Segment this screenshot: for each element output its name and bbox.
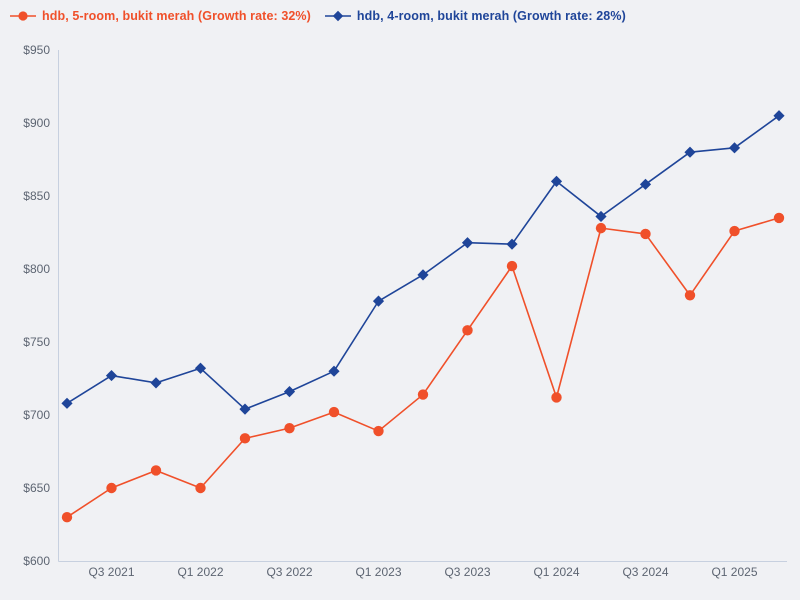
legend-item-5-room[interactable]: hdb, 5-room, bukit merah (Growth rate: 3… <box>10 9 311 23</box>
data-point-marker[interactable] <box>373 425 384 437</box>
x-tick-label: Q1 2023 <box>355 565 401 579</box>
data-point-marker[interactable] <box>372 295 385 307</box>
legend-label-4-room: hdb, 4-room, bukit merah (Growth rate: 2… <box>356 9 626 23</box>
data-point-marker[interactable] <box>328 406 340 418</box>
y-tick-label: $650 <box>23 481 50 495</box>
data-point-marker[interactable] <box>550 175 563 187</box>
data-point-marker[interactable] <box>417 269 429 281</box>
data-point-marker[interactable] <box>195 482 206 494</box>
data-point-marker[interactable] <box>640 228 651 240</box>
data-point-marker[interactable] <box>684 290 696 301</box>
data-point-marker[interactable] <box>506 238 518 250</box>
x-tick-label: Q3 2024 <box>622 565 668 579</box>
chart-legend: hdb, 5-room, bukit merah (Growth rate: 3… <box>10 9 626 23</box>
data-point-marker[interactable] <box>461 237 474 249</box>
y-tick-label: $900 <box>23 116 50 130</box>
x-tick-label: Q3 2021 <box>88 565 134 579</box>
y-tick-label: $600 <box>23 554 50 568</box>
y-tick-label: $800 <box>23 262 50 276</box>
x-tick-label: Q1 2022 <box>177 565 223 579</box>
x-tick-label: Q1 2024 <box>533 565 579 579</box>
circle-series-marker-icon <box>10 11 36 21</box>
data-point-marker[interactable] <box>239 403 251 415</box>
y-tick-label: $850 <box>23 189 50 203</box>
data-point-marker[interactable] <box>728 142 741 154</box>
x-tick-label: Q3 2023 <box>444 565 490 579</box>
data-point-marker[interactable] <box>328 365 340 377</box>
series-line <box>66 217 780 518</box>
legend-item-4-room[interactable]: hdb, 4-room, bukit merah (Growth rate: 2… <box>324 9 626 23</box>
series-line <box>66 115 780 410</box>
data-point-marker[interactable] <box>773 110 785 122</box>
data-point-marker[interactable] <box>417 389 429 400</box>
data-point-marker[interactable] <box>551 392 562 403</box>
data-point-marker[interactable] <box>595 210 607 223</box>
data-point-marker[interactable] <box>106 482 117 494</box>
x-tick-label: Q3 2022 <box>266 565 312 579</box>
data-point-marker[interactable] <box>639 178 652 190</box>
data-point-marker[interactable] <box>239 433 251 444</box>
diamond-series-marker-icon <box>324 10 351 22</box>
data-point-marker[interactable] <box>61 397 73 409</box>
data-point-marker[interactable] <box>283 386 296 398</box>
data-point-marker[interactable] <box>150 465 162 476</box>
data-point-marker[interactable] <box>773 212 785 224</box>
legend-label-5-room: hdb, 5-room, bukit merah (Growth rate: 3… <box>42 9 311 23</box>
data-point-marker[interactable] <box>150 377 162 389</box>
data-point-marker[interactable] <box>284 422 295 434</box>
y-tick-label: $950 <box>23 43 50 57</box>
data-point-marker[interactable] <box>462 325 473 336</box>
data-point-marker[interactable] <box>105 369 118 382</box>
data-point-marker[interactable] <box>684 146 696 158</box>
data-point-marker[interactable] <box>729 225 740 237</box>
data-point-marker[interactable] <box>595 222 607 234</box>
data-point-marker[interactable] <box>194 362 207 374</box>
data-point-marker[interactable] <box>61 512 73 523</box>
price-line-chart: $950 $900 $850 $800 $750 $700 $650 $600 Q3 2021 Q… <box>23 43 787 579</box>
x-tick-label: Q1 2025 <box>711 565 757 579</box>
data-point-marker[interactable] <box>506 260 518 272</box>
y-tick-label: $750 <box>23 335 50 349</box>
y-tick-label: $700 <box>23 408 50 422</box>
